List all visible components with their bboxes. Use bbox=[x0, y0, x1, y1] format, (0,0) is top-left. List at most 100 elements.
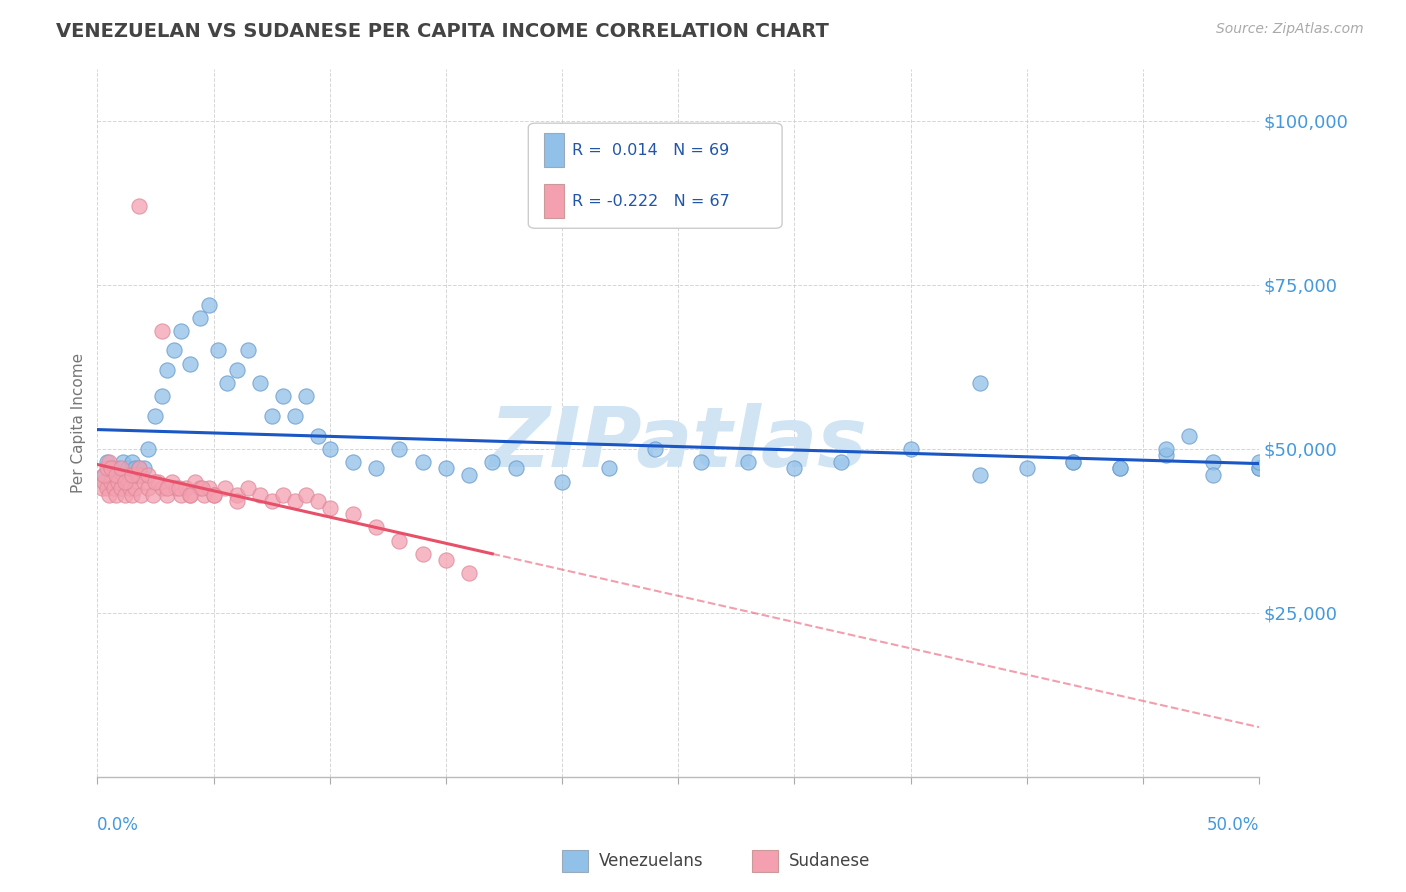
Point bbox=[114, 488, 136, 502]
Point bbox=[295, 389, 318, 403]
Point bbox=[100, 461, 122, 475]
Point bbox=[1108, 461, 1130, 475]
Point bbox=[1154, 442, 1177, 456]
Point bbox=[100, 475, 122, 489]
Y-axis label: Per Capita Income: Per Capita Income bbox=[72, 352, 86, 492]
Point bbox=[110, 481, 132, 495]
Point bbox=[1201, 455, 1223, 469]
Point bbox=[156, 363, 179, 377]
Point bbox=[98, 488, 121, 502]
Point bbox=[225, 363, 247, 377]
Point bbox=[132, 475, 155, 489]
Point bbox=[146, 475, 169, 489]
Point bbox=[152, 324, 174, 338]
Point bbox=[969, 376, 991, 391]
Text: 50.0%: 50.0% bbox=[1206, 815, 1260, 833]
Point bbox=[121, 455, 143, 469]
Text: R =  0.014   N = 69: R = 0.014 N = 69 bbox=[572, 143, 730, 158]
Point bbox=[138, 481, 160, 495]
Point bbox=[225, 494, 247, 508]
Point bbox=[193, 488, 215, 502]
Point bbox=[202, 488, 225, 502]
Point bbox=[1249, 461, 1271, 475]
Point bbox=[191, 481, 214, 495]
Point bbox=[295, 488, 318, 502]
Point bbox=[93, 468, 115, 483]
Point bbox=[249, 376, 271, 391]
Point bbox=[1201, 468, 1223, 483]
Point bbox=[107, 475, 129, 489]
Point bbox=[107, 461, 129, 475]
Text: Venezuelans: Venezuelans bbox=[599, 852, 703, 871]
Point bbox=[131, 488, 153, 502]
Text: Source: ZipAtlas.com: Source: ZipAtlas.com bbox=[1216, 22, 1364, 37]
Point bbox=[96, 455, 118, 469]
Point bbox=[458, 468, 481, 483]
Point bbox=[284, 494, 307, 508]
Point bbox=[131, 468, 153, 483]
Point bbox=[111, 468, 134, 483]
Point bbox=[783, 461, 806, 475]
Point bbox=[104, 468, 127, 483]
Point bbox=[198, 297, 221, 311]
Point bbox=[644, 442, 666, 456]
Point bbox=[307, 494, 329, 508]
Point bbox=[125, 468, 148, 483]
Point bbox=[125, 468, 148, 483]
Point bbox=[145, 409, 167, 423]
Point bbox=[217, 376, 239, 391]
Point bbox=[117, 475, 139, 489]
Point bbox=[1062, 455, 1084, 469]
Point bbox=[165, 481, 187, 495]
Point bbox=[100, 461, 122, 475]
Point bbox=[156, 488, 179, 502]
Point bbox=[1154, 448, 1177, 462]
Point bbox=[737, 455, 759, 469]
Point bbox=[318, 500, 340, 515]
Point bbox=[142, 488, 165, 502]
Point bbox=[1249, 455, 1271, 469]
Text: 0.0%: 0.0% bbox=[97, 815, 139, 833]
Point bbox=[188, 310, 211, 325]
Text: ZIPatlas: ZIPatlas bbox=[489, 403, 868, 484]
Point bbox=[271, 389, 294, 403]
Point bbox=[1015, 461, 1038, 475]
Point bbox=[124, 461, 146, 475]
Point bbox=[110, 468, 132, 483]
Point bbox=[207, 343, 229, 358]
Point bbox=[260, 409, 283, 423]
Point bbox=[98, 455, 121, 469]
Point bbox=[188, 481, 211, 495]
Point bbox=[366, 520, 388, 534]
Point bbox=[152, 481, 174, 495]
Point bbox=[271, 488, 294, 502]
Point bbox=[412, 547, 434, 561]
Point bbox=[121, 468, 143, 483]
Point bbox=[138, 442, 160, 456]
Point bbox=[93, 475, 115, 489]
Point bbox=[388, 533, 411, 548]
Point bbox=[128, 461, 150, 475]
Point bbox=[114, 475, 136, 489]
Point bbox=[170, 324, 193, 338]
Point bbox=[900, 442, 922, 456]
Point bbox=[551, 475, 574, 489]
Point bbox=[690, 455, 713, 469]
Point bbox=[93, 468, 115, 483]
Point bbox=[96, 481, 118, 495]
Point bbox=[284, 409, 307, 423]
Point bbox=[96, 461, 118, 475]
Point bbox=[145, 475, 167, 489]
Point bbox=[225, 488, 247, 502]
Point bbox=[152, 389, 174, 403]
Point bbox=[249, 488, 271, 502]
Point bbox=[128, 468, 150, 483]
Text: Sudanese: Sudanese bbox=[789, 852, 870, 871]
Text: VENEZUELAN VS SUDANESE PER CAPITA INCOME CORRELATION CHART: VENEZUELAN VS SUDANESE PER CAPITA INCOME… bbox=[56, 22, 830, 41]
Point bbox=[1178, 428, 1201, 442]
Point bbox=[91, 481, 114, 495]
Point bbox=[214, 481, 236, 495]
Point bbox=[184, 475, 207, 489]
Point bbox=[830, 455, 852, 469]
Point bbox=[156, 481, 179, 495]
